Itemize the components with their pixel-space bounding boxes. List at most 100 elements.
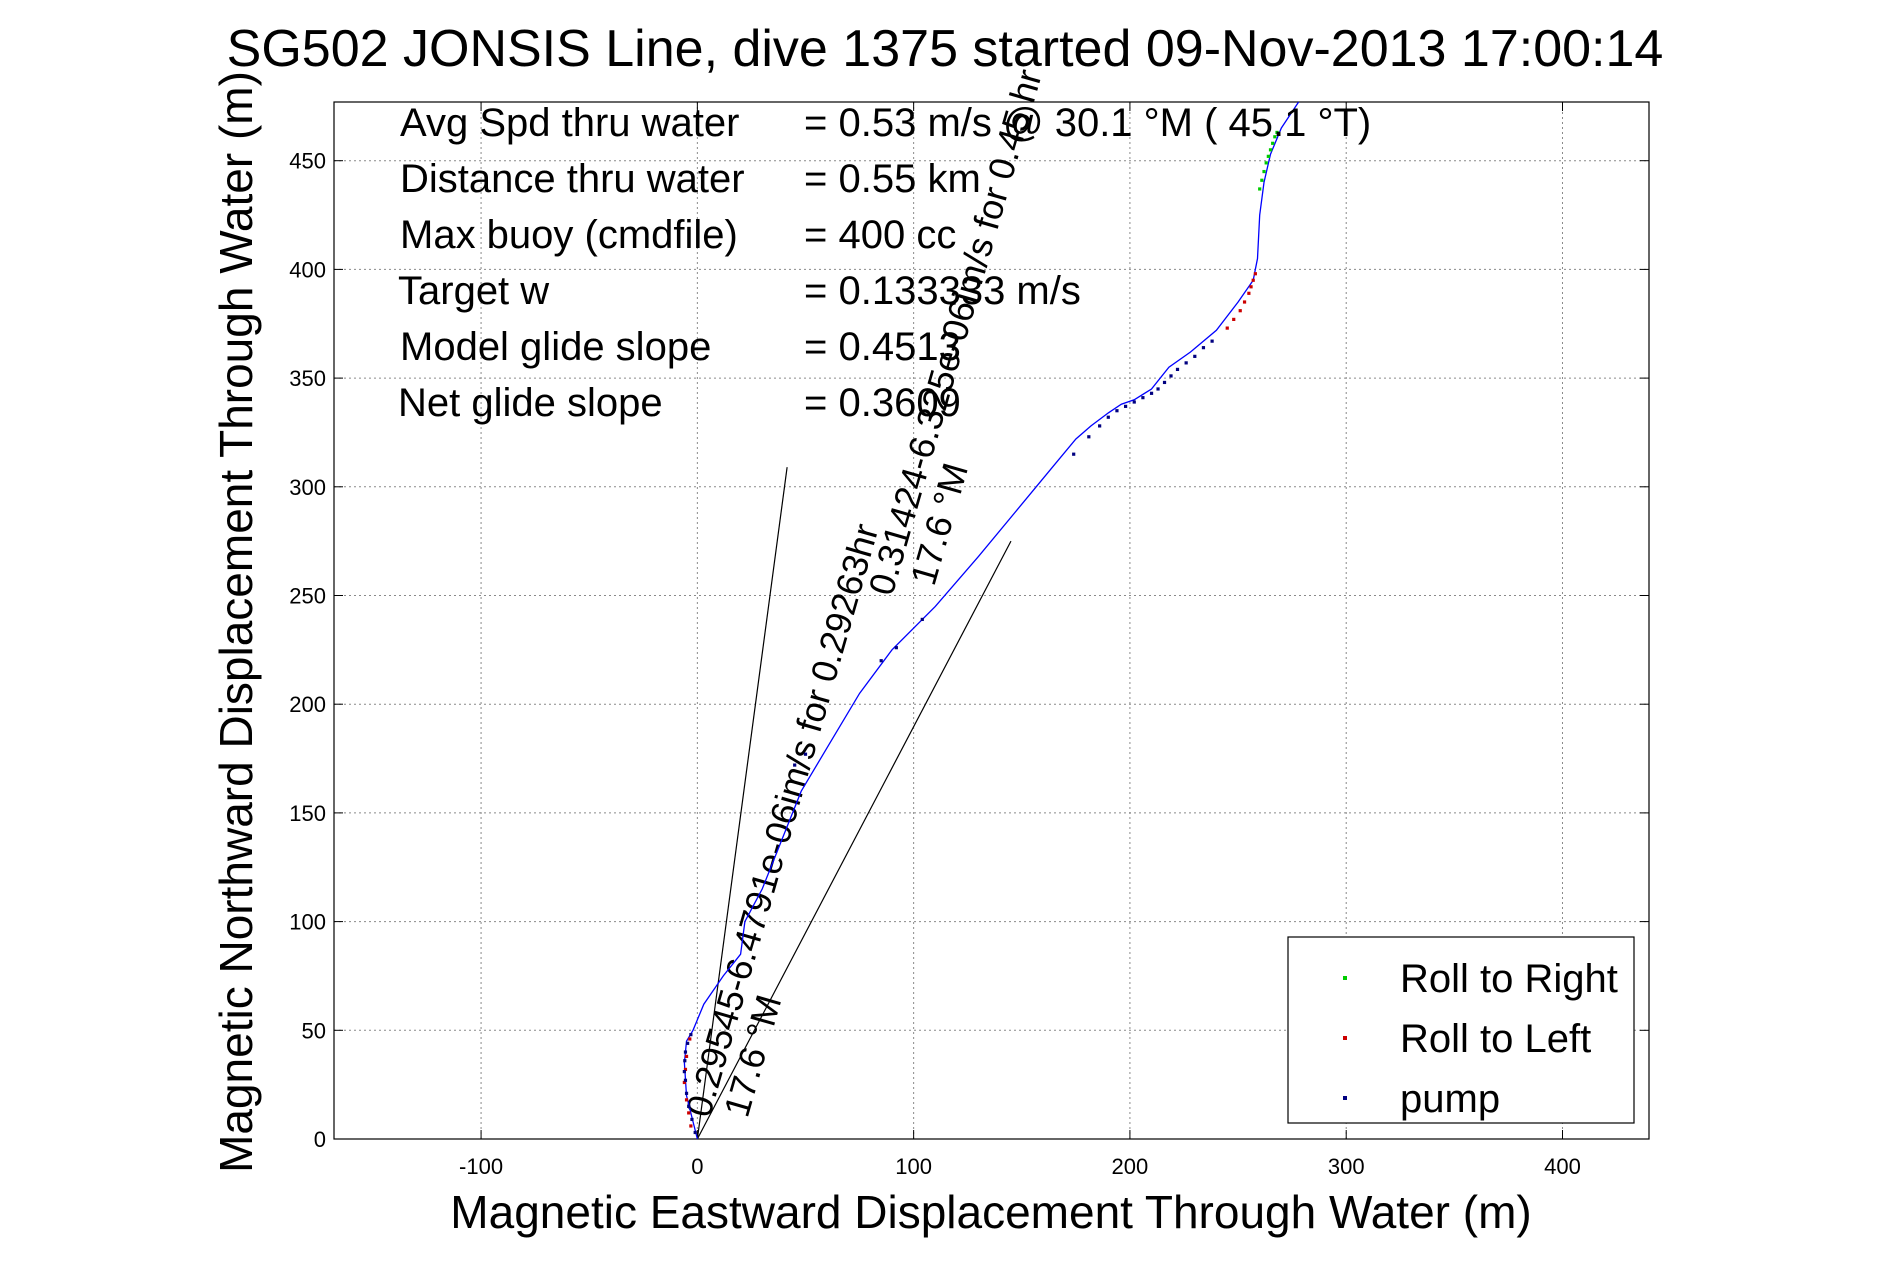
marker-point (1149, 391, 1154, 395)
info-value: = 0.133333 m/s (804, 269, 1081, 313)
info-value: = 0.55 km (804, 157, 981, 201)
y-tick-label: 50 (302, 1018, 326, 1043)
marker-point (682, 1080, 686, 1085)
guide-lines (696, 467, 1012, 1140)
x-axis-ticks: -100 0 100 200 300 400 (459, 102, 1581, 1179)
info-label: Max buoy (cmdfile) (400, 213, 738, 257)
marker-point (1249, 285, 1253, 289)
info-label: Net glide slope (398, 381, 663, 425)
legend-label: Roll to Left (1400, 1017, 1591, 1061)
y-tick-label: 400 (289, 257, 326, 282)
y-tick-label: 300 (289, 475, 326, 500)
marker-point (1273, 135, 1277, 139)
marker-point (684, 1054, 689, 1058)
chart-title: SG502 JONSIS Line, dive 1375 started 09-… (227, 20, 1664, 78)
marker-point (1193, 354, 1197, 358)
marker-point (1253, 272, 1257, 276)
marker-point (683, 1067, 688, 1072)
marker-point (683, 1078, 688, 1082)
marker-point (1184, 361, 1188, 365)
marker-point (687, 1111, 691, 1115)
marker-point (1242, 300, 1247, 304)
marker-point (1251, 278, 1255, 282)
y-tick-label: 100 (289, 910, 326, 935)
legend-label: pump (1400, 1077, 1500, 1121)
info-label: Target w (398, 269, 549, 313)
y-tick-label: 150 (289, 801, 326, 826)
marker-point (1210, 339, 1214, 343)
marker-point (793, 763, 797, 767)
marker-point (803, 752, 808, 756)
marker-point (1266, 154, 1270, 158)
info-value: = 0.53 m/s @ 30.1 °M ( 45.1 °T) (804, 101, 1371, 145)
marker-point (683, 1059, 687, 1063)
x-tick-label: 400 (1544, 1154, 1581, 1179)
marker-point (1258, 187, 1262, 191)
marker-point (687, 1104, 691, 1108)
marker-point (1141, 396, 1145, 400)
marker-point (1247, 291, 1251, 295)
marker-point (1225, 326, 1229, 330)
info-box: Avg Spd thru water = 0.53 m/s @ 30.1 °M (… (398, 101, 1371, 425)
x-tick-label: 100 (895, 1154, 932, 1179)
marker-point (684, 1091, 689, 1095)
y-tick-label: 250 (289, 583, 326, 608)
x-tick-label: 300 (1328, 1154, 1365, 1179)
marker-point (688, 1037, 692, 1041)
legend-label: Roll to Right (1400, 957, 1618, 1001)
marker-point (1260, 178, 1264, 182)
marker-point (689, 1124, 693, 1128)
legend-marker (1343, 976, 1347, 980)
x-tick-label: 200 (1112, 1154, 1149, 1179)
marker-point (1264, 161, 1268, 165)
info-label: Avg Spd thru water (400, 101, 739, 145)
x-tick-label: -100 (459, 1154, 503, 1179)
marker-point (693, 1130, 697, 1135)
marker-point (920, 617, 924, 622)
y-axis-ticks: 0 50 100 150 200 250 300 350 400 450 (289, 149, 1649, 1152)
marker-point (1175, 367, 1180, 372)
legend-box (1287, 936, 1635, 1124)
marker-point (1271, 141, 1275, 145)
info-value: = 0.4513 (804, 325, 961, 369)
y-axis-label: Magnetic Northward Displacement Through … (210, 71, 262, 1173)
marker-point (1201, 346, 1206, 350)
marker-point (1275, 130, 1279, 135)
marker-point (1156, 387, 1160, 391)
marker-point (1268, 148, 1273, 152)
marker-point (1238, 309, 1242, 313)
marker-point (690, 1117, 694, 1122)
legend-marker (1343, 1036, 1347, 1040)
marker-point (894, 646, 898, 650)
series-markers (682, 130, 1279, 1135)
marker-point (683, 1050, 688, 1054)
info-label: Distance thru water (400, 157, 745, 201)
marker-point (1262, 169, 1266, 174)
marker-point (1132, 400, 1136, 404)
marker-point (682, 1070, 686, 1074)
marker-point (879, 659, 883, 663)
marker-point (1232, 317, 1236, 322)
marker-point (1098, 424, 1102, 428)
x-tick-label: 0 (691, 1154, 703, 1179)
marker-point (1123, 404, 1128, 408)
y-tick-label: 0 (314, 1127, 326, 1152)
marker-point (1106, 415, 1110, 419)
y-tick-label: 350 (289, 366, 326, 391)
marker-point (684, 1098, 689, 1102)
marker-point (1087, 435, 1091, 439)
marker-point (686, 1041, 690, 1045)
marker-point (1162, 380, 1167, 385)
guide-line (696, 540, 1012, 1140)
info-label: Model glide slope (400, 325, 711, 369)
marker-point (1072, 452, 1076, 456)
x-axis-label: Magnetic Eastward Displacement Through W… (450, 1186, 1531, 1238)
plot-frame (333, 101, 1650, 1140)
marker-point (1169, 374, 1173, 378)
marker-point (1115, 409, 1119, 413)
legend: Roll to Right Roll to Left pump (1287, 936, 1635, 1124)
info-value: = 400 cc (804, 213, 956, 257)
marker-point (689, 1033, 693, 1037)
guide-line (696, 467, 788, 1140)
